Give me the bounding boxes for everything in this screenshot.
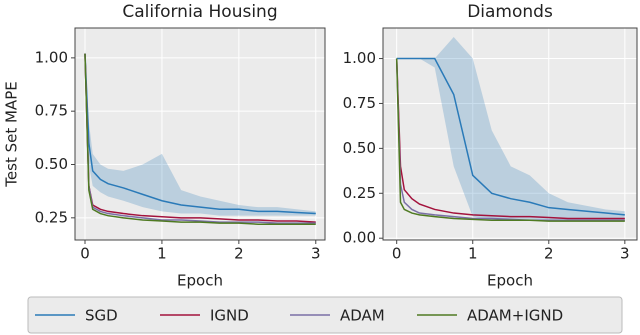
legend-label: ADAM+IGND [467, 307, 563, 325]
series-line [396, 57, 625, 216]
y-tick-label: 0.75 [343, 94, 376, 112]
legend-label: ADAM [340, 307, 385, 325]
plot-area [383, 28, 637, 240]
x-tick-label: 2 [544, 245, 554, 263]
x-axis-label: Epoch [487, 272, 533, 290]
y-tick-label: 0.50 [343, 139, 376, 157]
x-tick-label: 0 [392, 245, 402, 263]
plot-lines [84, 49, 316, 225]
y-tick-label: 1.00 [35, 48, 68, 66]
plot-lines [395, 36, 625, 222]
y-tick-label: 0.25 [35, 208, 68, 226]
x-axis-label: Epoch [177, 272, 223, 290]
plot-frame [74, 27, 326, 241]
series-line [84, 53, 316, 224]
x-tick-label: 1 [157, 245, 167, 263]
legend-label: IGND [210, 307, 249, 325]
series-line [84, 53, 316, 215]
x-tick-label: 2 [234, 245, 244, 263]
y-tick-label: 0.75 [35, 102, 68, 120]
confidence-band [85, 49, 316, 216]
x-tick-label: 1 [468, 245, 478, 263]
x-tick-label: 0 [80, 245, 90, 263]
series-line [395, 58, 625, 220]
plot-area [75, 28, 325, 240]
chart-title: California Housing [122, 2, 277, 22]
y-tick-label: 0.25 [343, 184, 376, 202]
series-line [84, 53, 316, 225]
y-axis-label: Test Set MAPE [3, 81, 21, 187]
series-line [84, 53, 316, 223]
legend-label: SGD [85, 307, 118, 325]
x-tick-label: 3 [311, 245, 321, 263]
y-tick-label: 0.50 [35, 155, 68, 173]
y-tick-label: 1.00 [343, 49, 376, 67]
series-line [395, 58, 625, 222]
y-tick-label: 0.00 [343, 229, 376, 247]
chart-title: Diamonds [467, 2, 553, 22]
confidence-band [396, 36, 625, 221]
series-line [395, 58, 625, 221]
x-tick-label: 3 [620, 245, 630, 263]
plot-frame [382, 27, 638, 241]
